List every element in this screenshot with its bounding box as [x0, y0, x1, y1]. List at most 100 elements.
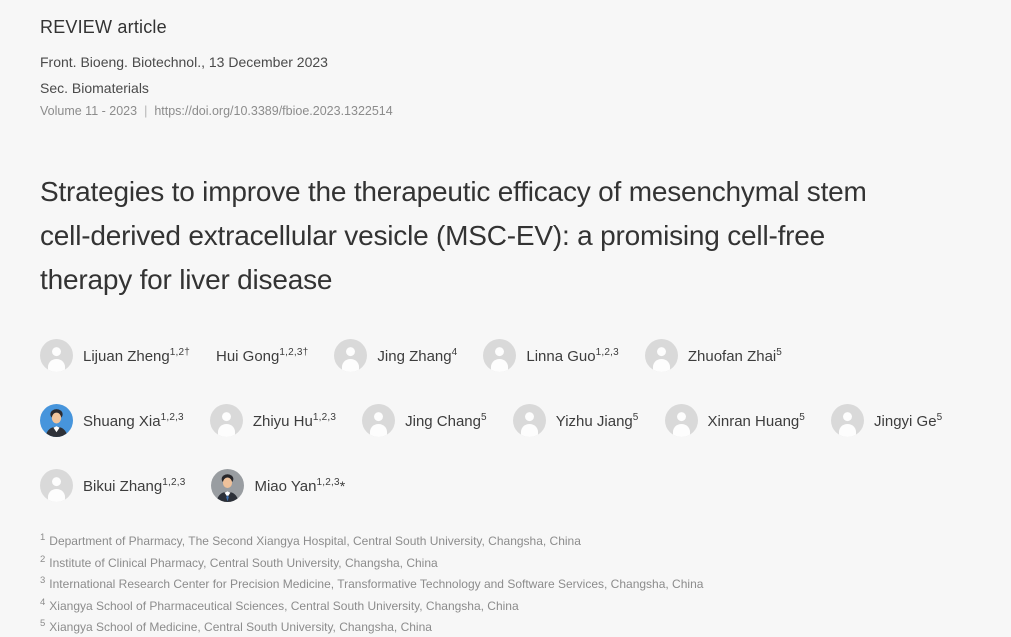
author-affiliation-sup: 5 — [799, 411, 806, 423]
affiliation-number: 2 — [40, 553, 46, 565]
author-name: Jing Zhang — [377, 347, 452, 365]
author-avatar-placeholder — [334, 339, 368, 372]
separator: | — [144, 104, 148, 118]
person-icon — [664, 404, 698, 437]
affiliation-text: Xiangya School of Pharmaceutical Science… — [49, 598, 519, 613]
author-name-wrap: Shuang Xia1,2,3 — [83, 412, 184, 430]
author-avatar-placeholder — [40, 339, 73, 372]
author-affiliation-sup: 1,2,3 — [162, 476, 186, 488]
author-item[interactable]: Shuang Xia1,2,3 — [40, 404, 184, 437]
author-name: Jing Chang — [405, 412, 481, 430]
person-icon — [512, 404, 546, 437]
affiliation-item: 1 Department of Pharmacy, The Second Xian… — [40, 529, 971, 551]
affiliation-number: 1 — [40, 532, 46, 543]
person-icon — [831, 404, 865, 437]
author-name-wrap: Zhuofan Zhai5 — [688, 347, 782, 365]
author-name: Lijuan Zheng — [83, 347, 170, 365]
author-affiliation-sup: 4 — [451, 346, 458, 358]
author-affiliation-sup: 1,2,3† — [279, 346, 309, 358]
author-affiliation-sup: 5 — [632, 411, 639, 423]
author-name: Xinran Huang — [707, 412, 800, 430]
volume-doi-line: Volume 11 - 2023 | https://doi.org/10.3389… — [40, 104, 971, 118]
author-list: Lijuan Zheng1,2† Hui Gong1,2,3† Jing Zha… — [40, 339, 970, 502]
author-name-wrap: Miao Yan1,2,3* — [254, 477, 345, 495]
author-name-wrap: Bikui Zhang1,2,3 — [83, 477, 185, 495]
doi-link[interactable]: https://doi.org/10.3389/fbioe.2023.13225… — [154, 104, 393, 118]
journal-date-line[interactable]: Front. Bioeng. Biotechnol., 13 December … — [40, 54, 328, 70]
author-avatar-placeholder — [483, 339, 517, 372]
author-item[interactable]: Jing Zhang4 — [334, 339, 457, 372]
section-link[interactable]: Sec. Biomaterials — [40, 80, 149, 96]
author-avatar-placeholder — [40, 469, 73, 502]
author-portrait-photo — [40, 404, 73, 437]
person-icon — [362, 404, 396, 437]
author-name-wrap: Jing Zhang4 — [377, 347, 457, 365]
volume-label: Volume 11 - 2023 — [40, 104, 138, 118]
person-icon — [483, 339, 517, 372]
author-name-wrap: Zhiyu Hu1,2,3 — [253, 412, 336, 430]
article-type-label: REVIEW article — [40, 17, 167, 37]
author-affiliation-sup: 1,2,3 — [160, 411, 184, 423]
author-name-wrap: Linna Guo1,2,3 — [526, 347, 618, 365]
author-name-wrap: Yizhu Jiang5 — [556, 412, 639, 430]
author-name-wrap: Xinran Huang5 — [708, 412, 806, 430]
affiliation-number: 5 — [40, 618, 46, 629]
author-name: Linna Guo — [526, 347, 596, 365]
affiliation-text: International Research Center for Precis… — [49, 577, 704, 591]
author-avatar-placeholder — [831, 404, 865, 437]
affiliation-item: 4 Xiangya School of Pharmaceutical Scienc… — [40, 594, 971, 616]
author-avatar-placeholder — [512, 404, 546, 437]
author-item[interactable]: Jing Chang5 — [362, 404, 487, 437]
author-item[interactable]: Zhuofan Zhai5 — [644, 339, 782, 372]
author-affiliation-sup: 5 — [936, 411, 943, 423]
affiliation-number: 3 — [40, 575, 46, 586]
author-name: Hui Gong — [216, 347, 280, 365]
author-item[interactable]: Miao Yan1,2,3* — [211, 469, 345, 502]
corresponding-author-asterisk: * — [339, 477, 346, 494]
person-icon — [40, 339, 73, 372]
affiliation-text: Institute of Clinical Pharmacy, Central … — [49, 555, 438, 570]
author-affiliation-sup: 1,2† — [169, 346, 190, 358]
author-item[interactable]: Yizhu Jiang5 — [512, 404, 639, 437]
affiliation-item: 2 Institute of Clinical Pharmacy, Central… — [40, 551, 971, 573]
author-photo — [40, 404, 73, 437]
article-title: Strategies to improve the therapeutic ef… — [40, 176, 867, 295]
author-item[interactable]: Linna Guo1,2,3 — [483, 339, 619, 372]
author-photo — [211, 469, 245, 502]
author-portrait-photo — [211, 469, 245, 502]
author-item[interactable]: Lijuan Zheng1,2† — [40, 339, 190, 372]
author-name-wrap: Lijuan Zheng1,2† — [83, 347, 190, 365]
author-item[interactable]: Bikui Zhang1,2,3 — [40, 469, 185, 502]
author-name: Jingyi Ge — [874, 412, 937, 430]
affiliation-number: 4 — [40, 596, 46, 608]
person-icon — [334, 339, 368, 372]
author-item[interactable]: Jingyi Ge5 — [831, 404, 942, 437]
person-icon — [209, 404, 243, 437]
person-icon — [644, 339, 678, 372]
author-item[interactable]: Xinran Huang5 — [664, 404, 806, 437]
author-item[interactable]: Hui Gong1,2,3† — [216, 347, 308, 365]
author-affiliation-sup: 1,2,3 — [316, 476, 340, 488]
affiliation-item: 3 International Research Center for Preci… — [40, 572, 971, 594]
affiliation-list: 1 Department of Pharmacy, The Second Xian… — [40, 529, 971, 637]
author-name-wrap: Jingyi Ge5 — [874, 412, 942, 430]
affiliation-text: Xiangya School of Medicine, Central Sout… — [49, 620, 432, 634]
author-name-wrap: Jing Chang5 — [405, 412, 487, 430]
author-name: Zhiyu Hu — [252, 412, 313, 430]
author-name: Yizhu Jiang — [555, 412, 633, 430]
person-icon — [40, 469, 73, 502]
author-affiliation-sup: 1,2,3 — [595, 346, 619, 358]
author-affiliation-sup: 5 — [776, 346, 783, 358]
author-name-wrap: Hui Gong1,2,3† — [216, 347, 308, 365]
affiliation-item: 5 Xiangya School of Medicine, Central Sou… — [40, 615, 971, 637]
author-name: Miao Yan — [254, 477, 317, 495]
author-name: Bikui Zhang — [83, 477, 163, 495]
author-avatar-placeholder — [644, 339, 678, 372]
author-name: Zhuofan Zhai — [687, 347, 777, 365]
author-affiliation-sup: 5 — [481, 411, 487, 423]
author-affiliation-sup: 1,2,3 — [312, 411, 337, 423]
author-item[interactable]: Zhiyu Hu1,2,3 — [209, 404, 336, 437]
author-avatar-placeholder — [362, 404, 396, 437]
author-avatar-placeholder — [664, 404, 698, 437]
